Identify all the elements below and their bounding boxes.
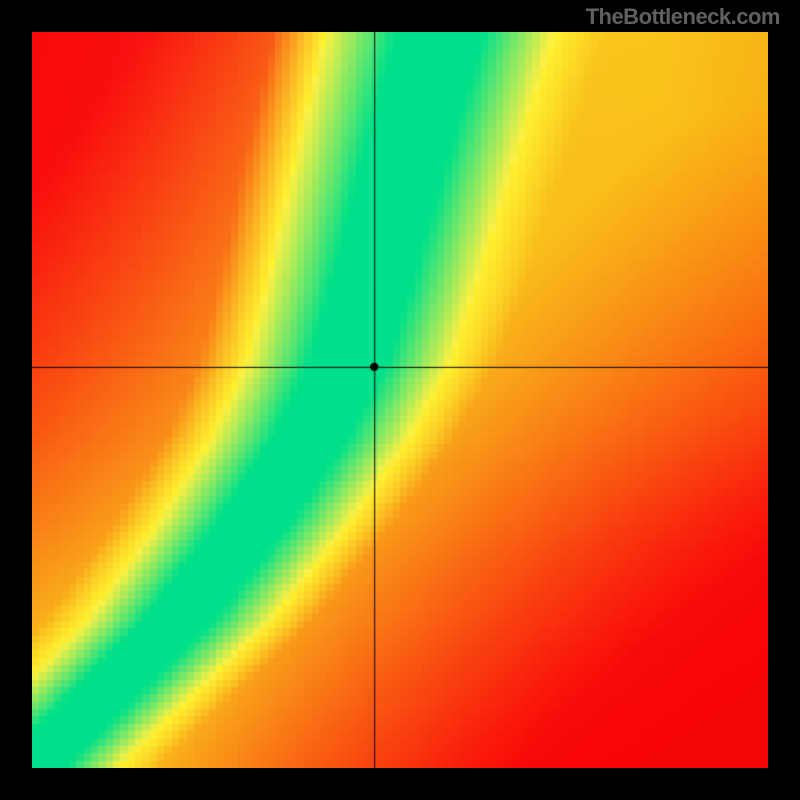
bottleneck-heatmap bbox=[32, 32, 768, 768]
watermark-text: TheBottleneck.com bbox=[586, 4, 780, 30]
